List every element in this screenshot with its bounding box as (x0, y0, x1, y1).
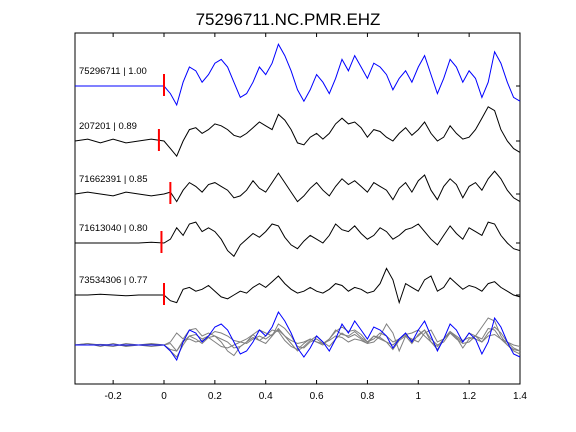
chart-title: 75296711.NC.PMR.EHZ (196, 10, 381, 29)
plot-frame (74, 32, 521, 385)
trace-line (74, 106, 521, 158)
overlay-group (74, 310, 521, 362)
x-tick-label: 1.4 (513, 391, 527, 402)
x-tick-label: 1.2 (462, 391, 476, 402)
overlay-trace-line (75, 310, 521, 362)
x-axis: -0.2 0 0.2 0.4 0.6 0.8 1 1.2 1.4 (105, 33, 527, 402)
trace-label: 71613040 | 0.80 (79, 223, 148, 234)
trace-line (75, 267, 521, 305)
trace-line (74, 170, 521, 203)
trace-label: 75296711 | 1.00 (79, 66, 147, 77)
overlay-trace-line (75, 327, 521, 357)
trace-label: 71662391 | 0.85 (79, 174, 148, 185)
trace-line (75, 221, 521, 258)
x-tick-label: 0.4 (259, 391, 273, 402)
trace-label: 73534306 | 0.77 (79, 275, 148, 286)
trace-group: 75296711 | 1.00 207201 | 0.89 71662391 | 0… (74, 42, 521, 305)
x-tick-label: 0 (161, 391, 167, 402)
overlay-trace-line (74, 317, 521, 358)
x-tick-label: 0.2 (208, 391, 222, 402)
x-tick-label: -0.2 (105, 391, 123, 402)
x-tick-label: 0.8 (360, 391, 374, 402)
x-tick-label: 1 (416, 391, 422, 402)
x-tick-label: 0.6 (310, 391, 324, 402)
trace-line (75, 42, 521, 107)
trace-label: 207201 | 0.89 (79, 121, 137, 132)
